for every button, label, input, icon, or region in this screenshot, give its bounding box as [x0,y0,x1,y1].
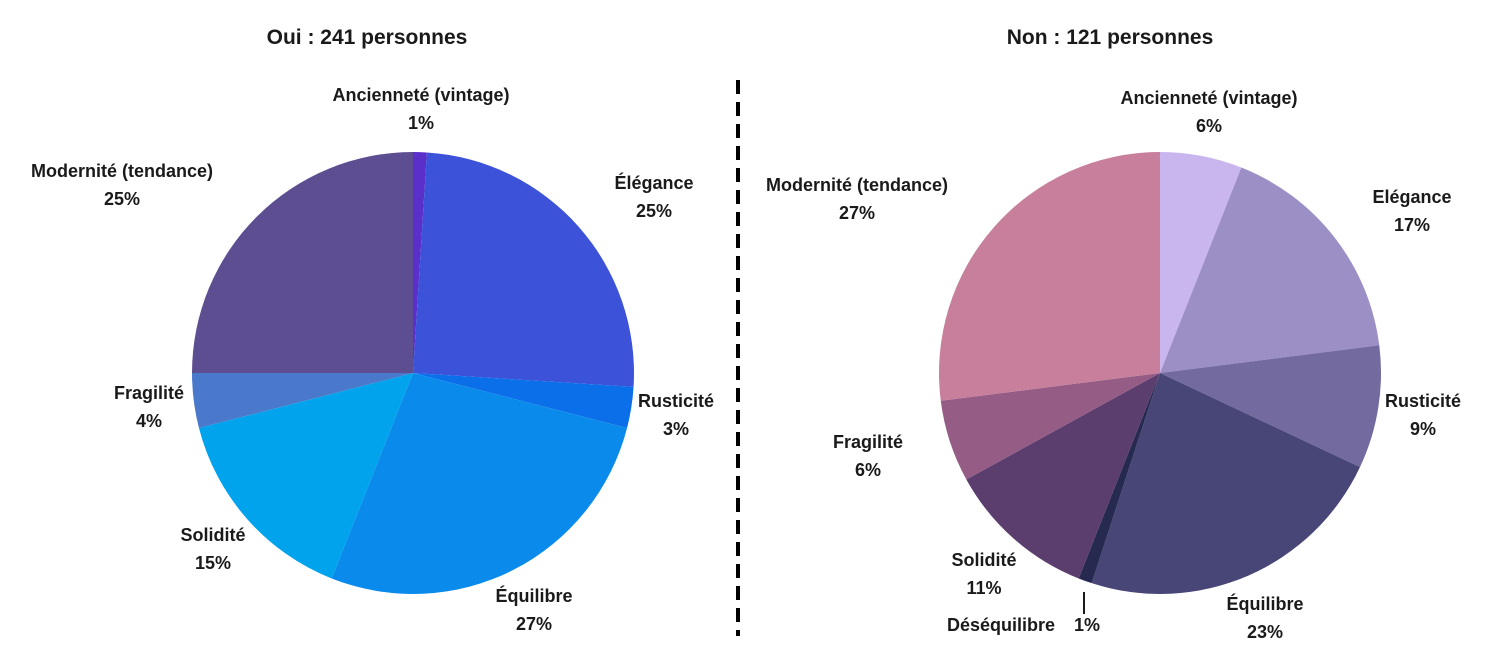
pie1-slice-value-5: 4% [136,411,162,431]
pie1-slice-label-5: Fragilité [114,383,184,403]
pie2-slice-label-2: Rusticité [1385,391,1461,411]
pie1-slice-value-4: 15% [195,553,231,573]
pie1-slice-value-1: 25% [636,201,672,221]
pie1-slice-value-6: 25% [104,189,140,209]
pie2-slice-value-3: 23% [1247,622,1283,642]
pie1-slice-label-1: Élégance [614,172,693,193]
pie2-slice-1 [1160,167,1380,373]
chart-title-non: Non : 121 personnes [1007,26,1214,49]
pie2-slice-0 [1160,152,1242,373]
pie2-slice-value-5: 11% [966,578,1001,598]
pie1-slice-0 [413,152,427,373]
pie2-slice-4 [1078,373,1160,584]
pie1-slice-3 [331,373,628,595]
pie2-slice-3 [1091,373,1360,594]
pie2-slice-value-2: 9% [1410,419,1436,439]
chart-title-oui: Oui : 241 personnes [267,26,468,49]
pie2-slice-value-6: 6% [855,460,881,480]
pie2-slice-value-4: 1% [1074,615,1100,635]
pie2-slice-7 [938,152,1160,401]
pie1-slice-1 [413,152,634,387]
pie1-slice-value-2: 3% [663,419,689,439]
pie1-slice-label-6: Modernité (tendance) [31,161,213,181]
pie1-slice-label-3: Équilibre [495,585,572,606]
pie2-slice-5 [966,373,1160,579]
pie1-slice-value-0: 1% [408,113,434,133]
pie1-slice-2 [413,373,634,428]
pie2-slice-label-0: Ancienneté (vintage) [1120,88,1297,108]
pie2-slice-value-0: 6% [1196,116,1222,136]
pie2-slice-label-6: Fragilité [833,432,903,452]
pie2-slice-label-3: Équilibre [1226,593,1303,614]
pie1-slice-label-2: Rusticité [638,391,714,411]
pie2-slice-2 [1160,345,1382,468]
pie1-slice-value-3: 27% [516,614,552,634]
pie1-slice-5 [191,373,413,428]
pie1-slice-6 [192,152,413,373]
pie1-slice-4 [198,373,413,579]
pie2-slice-label-1: Elégance [1372,187,1451,207]
pie2-slice-label-4: Déséquilibre [947,615,1055,635]
pie2-slice-label-5: Solidité [951,550,1016,570]
pie2-slice-value-1: 17% [1394,215,1430,235]
pie2-slice-6 [940,373,1160,480]
pie2-slice-value-7: 27% [839,203,875,223]
pie1-slice-label-0: Ancienneté (vintage) [332,85,509,105]
pie1-slice-label-4: Solidité [180,525,245,545]
pies-group: Ancienneté (vintage) 1% Élégance 25% Rustici… [31,85,1461,642]
pie2-slice-label-7: Modernité (tendance) [766,175,948,195]
